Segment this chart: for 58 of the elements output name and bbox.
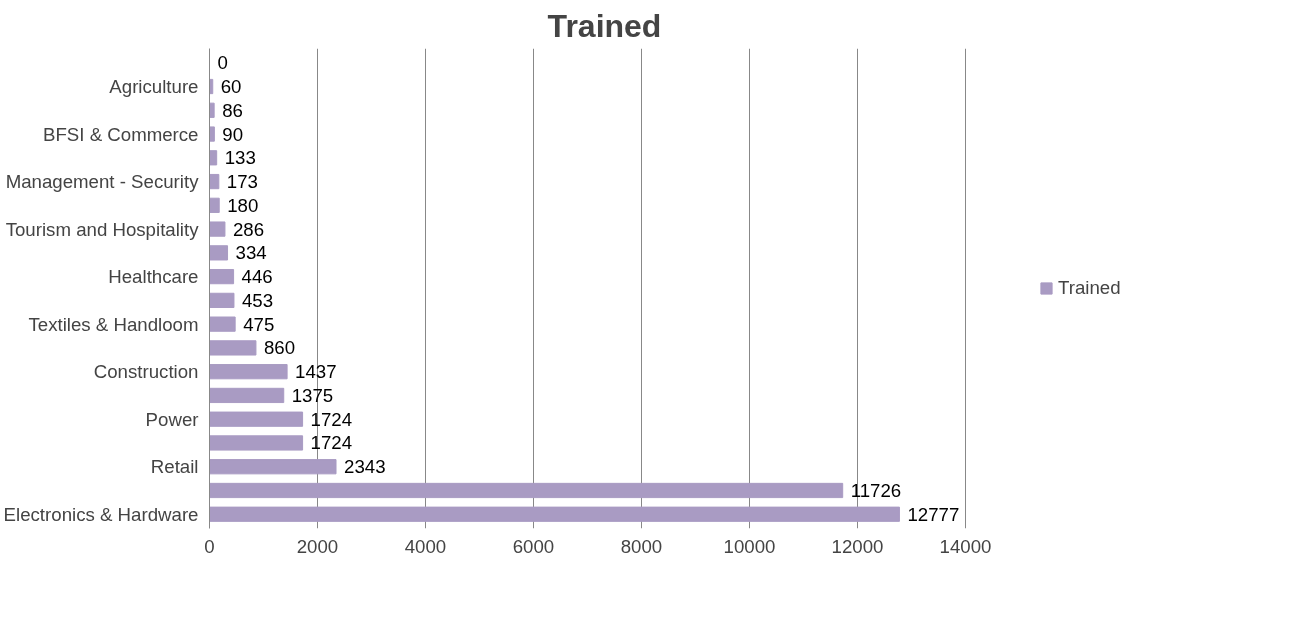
y-tick-label: Management - Security bbox=[5, 171, 200, 193]
bar bbox=[209, 435, 304, 451]
bar bbox=[209, 102, 215, 118]
data-label: 334 bbox=[235, 242, 267, 264]
bar bbox=[209, 411, 304, 427]
legend-label: Trained bbox=[1058, 277, 1121, 299]
bar bbox=[209, 482, 844, 499]
data-label: 1724 bbox=[310, 432, 353, 454]
data-label: 1724 bbox=[310, 408, 353, 430]
y-tick-label: Power bbox=[145, 408, 199, 430]
bar bbox=[209, 150, 218, 166]
bar bbox=[209, 197, 220, 213]
bar bbox=[209, 340, 257, 356]
data-label: 86 bbox=[222, 99, 243, 121]
y-tick-label: Agriculture bbox=[109, 76, 199, 98]
data-label: 133 bbox=[224, 147, 256, 169]
x-tick-label: 12000 bbox=[831, 535, 884, 557]
x-tick-label: 6000 bbox=[512, 535, 555, 557]
data-label: 90 bbox=[222, 123, 244, 145]
data-label: 860 bbox=[263, 337, 296, 359]
bar bbox=[209, 387, 285, 404]
y-tick-label: Textiles & Handloom bbox=[28, 313, 199, 335]
y-tick-label: BFSI & Commerce bbox=[43, 123, 199, 145]
bar bbox=[209, 126, 215, 142]
data-label: 11726 bbox=[850, 479, 902, 501]
data-label: 0 bbox=[217, 52, 228, 74]
data-label: 12777 bbox=[907, 503, 960, 525]
x-tick-label: 8000 bbox=[620, 535, 663, 557]
x-tick-label: 2000 bbox=[296, 535, 339, 557]
bar bbox=[209, 268, 235, 285]
data-label: 446 bbox=[241, 266, 273, 288]
bar bbox=[209, 221, 226, 237]
y-tick-label: Tourism and Hospitality bbox=[5, 218, 200, 240]
data-label: 180 bbox=[227, 194, 259, 216]
x-tick-label: 0 bbox=[204, 535, 215, 557]
bar bbox=[209, 316, 236, 332]
data-label: 1437 bbox=[295, 361, 337, 383]
bar bbox=[209, 245, 229, 261]
y-tick-label: Electronics & Hardware bbox=[3, 503, 199, 525]
data-label: 173 bbox=[226, 171, 258, 193]
bar bbox=[209, 506, 900, 522]
data-label: 286 bbox=[232, 218, 265, 240]
y-tick-label: Construction bbox=[93, 361, 199, 383]
data-label: 60 bbox=[220, 76, 242, 98]
bar bbox=[209, 364, 288, 380]
bar bbox=[209, 292, 235, 309]
x-tick-label: 10000 bbox=[723, 535, 776, 557]
y-tick-label: Healthcare bbox=[108, 266, 199, 288]
bar bbox=[209, 173, 220, 190]
y-tick-label: Retail bbox=[150, 456, 199, 478]
x-tick-label: 4000 bbox=[404, 535, 447, 557]
data-label: 2343 bbox=[344, 456, 386, 478]
data-label: 1375 bbox=[291, 384, 334, 406]
bar bbox=[209, 459, 337, 475]
chart-title: Trained bbox=[547, 7, 662, 44]
x-tick-label: 14000 bbox=[939, 535, 992, 557]
data-label: 453 bbox=[241, 289, 274, 311]
data-label: 475 bbox=[243, 313, 275, 335]
